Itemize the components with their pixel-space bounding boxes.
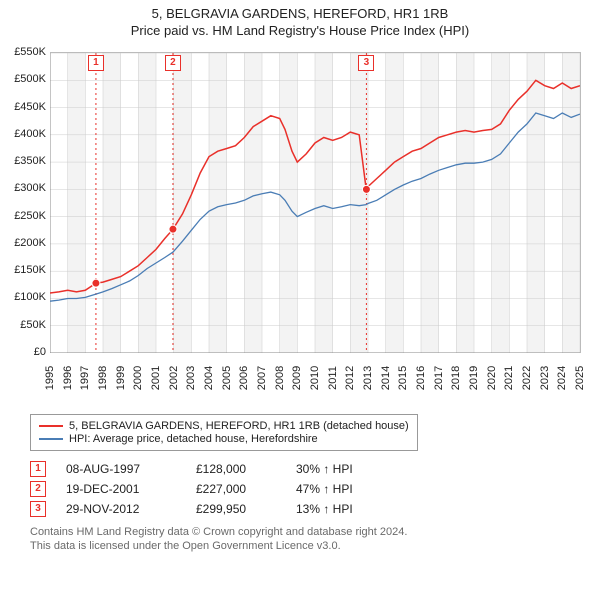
y-axis: £0 £50K £100K £150K £200K £250K £300K £350K £400… bbox=[0, 42, 50, 402]
plot-area: 1 2 3 bbox=[50, 52, 581, 353]
sale-price: £128,000 bbox=[196, 462, 276, 476]
x-tick-label: 2003 bbox=[185, 366, 197, 390]
x-tick-label: 2007 bbox=[256, 366, 268, 390]
legend-row-property: 5, BELGRAVIA GARDENS, HEREFORD, HR1 1RB … bbox=[39, 420, 409, 432]
x-tick-label: 1999 bbox=[115, 366, 127, 390]
chart-area: £0 £50K £100K £150K £200K £250K £300K £350K £400… bbox=[0, 42, 600, 402]
sale-date: 19-DEC-2001 bbox=[66, 482, 176, 496]
sale-marker-ref: 1 bbox=[30, 461, 46, 477]
x-tick-label: 2012 bbox=[344, 366, 356, 390]
legend-label-property: 5, BELGRAVIA GARDENS, HEREFORD, HR1 1RB … bbox=[69, 420, 409, 432]
x-axis: 1995199619971998199920002001200220032004… bbox=[50, 354, 580, 402]
sale-price: £299,950 bbox=[196, 502, 276, 516]
x-tick-label: 2018 bbox=[450, 366, 462, 390]
sale-pct-vs-hpi: 47% ↑ HPI bbox=[296, 482, 396, 496]
sale-marker-box: 3 bbox=[358, 55, 374, 71]
x-tick-label: 2014 bbox=[380, 366, 392, 390]
below-chart: 5, BELGRAVIA GARDENS, HEREFORD, HR1 1RB … bbox=[30, 414, 570, 554]
x-tick-label: 1995 bbox=[44, 366, 56, 390]
x-tick-label: 2024 bbox=[556, 366, 568, 390]
y-tick-label: £0 bbox=[34, 346, 46, 358]
x-tick-label: 2019 bbox=[468, 366, 480, 390]
y-tick-label: £100K bbox=[14, 291, 46, 303]
x-tick-label: 2001 bbox=[150, 366, 162, 390]
y-tick-label: £200K bbox=[14, 237, 46, 249]
legend: 5, BELGRAVIA GARDENS, HEREFORD, HR1 1RB … bbox=[30, 414, 418, 451]
y-tick-label: £150K bbox=[14, 264, 46, 276]
sale-price: £227,000 bbox=[196, 482, 276, 496]
sale-marker-box: 2 bbox=[165, 55, 181, 71]
x-tick-label: 1998 bbox=[97, 366, 109, 390]
x-tick-label: 2016 bbox=[415, 366, 427, 390]
sale-marker-ref: 3 bbox=[30, 501, 46, 517]
x-tick-label: 2022 bbox=[521, 366, 533, 390]
x-tick-label: 1997 bbox=[79, 366, 91, 390]
x-tick-label: 2020 bbox=[486, 366, 498, 390]
sale-date: 29-NOV-2012 bbox=[66, 502, 176, 516]
x-tick-label: 2008 bbox=[274, 366, 286, 390]
y-tick-label: £500K bbox=[14, 73, 46, 85]
x-tick-label: 2009 bbox=[291, 366, 303, 390]
x-tick-label: 2002 bbox=[168, 366, 180, 390]
sale-pct-vs-hpi: 13% ↑ HPI bbox=[296, 502, 396, 516]
x-tick-label: 2015 bbox=[397, 366, 409, 390]
y-tick-label: £550K bbox=[14, 46, 46, 58]
x-tick-label: 2011 bbox=[327, 366, 339, 390]
sale-marker-box: 1 bbox=[88, 55, 104, 71]
chart-container: 5, BELGRAVIA GARDENS, HEREFORD, HR1 1RB … bbox=[0, 6, 600, 596]
sale-row: 2 19-DEC-2001 £227,000 47% ↑ HPI bbox=[30, 481, 570, 497]
y-tick-label: £400K bbox=[14, 128, 46, 140]
legend-label-hpi: HPI: Average price, detached house, Here… bbox=[69, 433, 318, 445]
chart-title: 5, BELGRAVIA GARDENS, HEREFORD, HR1 1RB bbox=[0, 6, 600, 21]
x-tick-label: 2017 bbox=[433, 366, 445, 390]
x-tick-label: 2006 bbox=[238, 366, 250, 390]
y-tick-label: £300K bbox=[14, 182, 46, 194]
legend-swatch-hpi bbox=[39, 438, 63, 440]
x-tick-label: 2013 bbox=[362, 366, 374, 390]
y-tick-label: £450K bbox=[14, 101, 46, 113]
y-tick-label: £350K bbox=[14, 155, 46, 167]
y-tick-label: £50K bbox=[20, 319, 46, 331]
footnote-line2: This data is licensed under the Open Gov… bbox=[30, 539, 570, 553]
sale-pct-vs-hpi: 30% ↑ HPI bbox=[296, 462, 396, 476]
sale-row: 1 08-AUG-1997 £128,000 30% ↑ HPI bbox=[30, 461, 570, 477]
x-tick-label: 2023 bbox=[539, 366, 551, 390]
sales-table: 1 08-AUG-1997 £128,000 30% ↑ HPI 2 19-DEC-200… bbox=[30, 461, 570, 517]
x-tick-label: 2000 bbox=[132, 366, 144, 390]
x-tick-label: 1996 bbox=[62, 366, 74, 390]
legend-row-hpi: HPI: Average price, detached house, Here… bbox=[39, 433, 409, 445]
footnote-line1: Contains HM Land Registry data © Crown c… bbox=[30, 525, 570, 539]
plot-svg bbox=[50, 53, 580, 353]
footnote: Contains HM Land Registry data © Crown c… bbox=[30, 525, 570, 554]
legend-swatch-property bbox=[39, 425, 63, 427]
sale-date: 08-AUG-1997 bbox=[66, 462, 176, 476]
sale-marker-ref: 2 bbox=[30, 481, 46, 497]
y-tick-label: £250K bbox=[14, 210, 46, 222]
chart-subtitle: Price paid vs. HM Land Registry's House … bbox=[0, 23, 600, 38]
x-tick-label: 2005 bbox=[221, 366, 233, 390]
x-tick-label: 2021 bbox=[503, 366, 515, 390]
x-tick-label: 2004 bbox=[203, 366, 215, 390]
x-tick-label: 2010 bbox=[309, 366, 321, 390]
sale-row: 3 29-NOV-2012 £299,950 13% ↑ HPI bbox=[30, 501, 570, 517]
x-tick-label: 2025 bbox=[574, 366, 586, 390]
